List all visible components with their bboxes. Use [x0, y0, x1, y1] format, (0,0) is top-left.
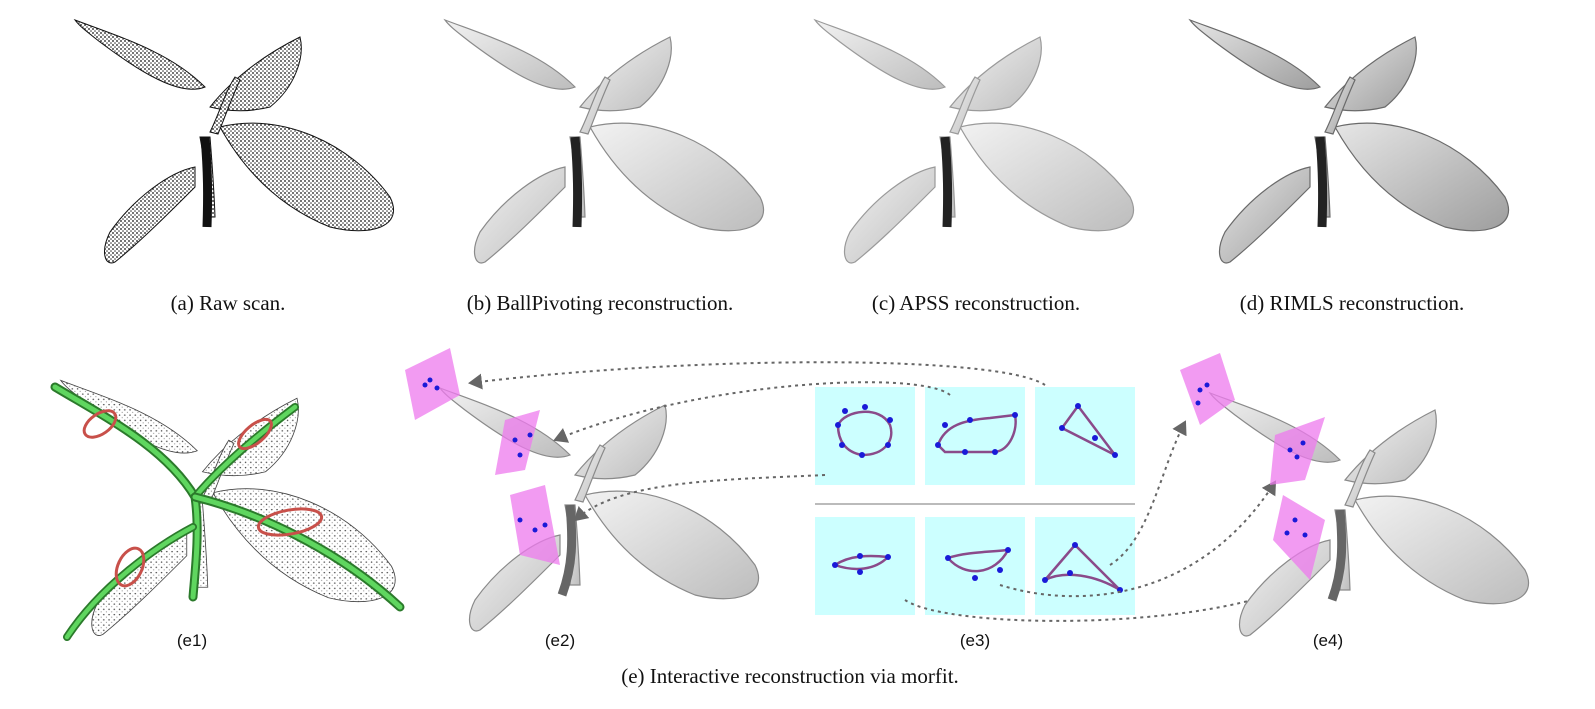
e4-cutting-planes — [1180, 353, 1325, 580]
e3-control-points — [832, 403, 1123, 593]
apss-mesh — [814, 19, 1135, 264]
panel-e3-profiles — [815, 387, 1135, 615]
profile-panel-top-1 — [815, 387, 915, 485]
rimls-mesh — [1189, 19, 1510, 264]
panel-e2-mesh — [405, 348, 760, 632]
caption-d: (d) RIMLS reconstruction. — [1239, 291, 1465, 315]
ballpivoting-mesh — [444, 19, 765, 264]
panel-a-raw-scan — [74, 19, 395, 264]
raw-scan-pointcloud — [74, 19, 395, 264]
sublabel-e4: (e4) — [1312, 631, 1344, 650]
sublabel-e3: (e3) — [959, 631, 991, 650]
panel-c-apss — [814, 19, 1135, 264]
e1-profile-curves — [82, 409, 324, 588]
e2-control-points — [422, 377, 548, 533]
e1-skeleton-curves — [50, 382, 405, 641]
panel-d-rimls — [1189, 19, 1510, 264]
profile-panel-bottom-3 — [1035, 517, 1135, 615]
e4-mesh — [1209, 392, 1530, 637]
profile-panel-top-3 — [1035, 387, 1135, 485]
sublabel-e2: (e2) — [544, 631, 576, 650]
e2-mesh — [439, 387, 760, 632]
caption-c: (c) APSS reconstruction. — [871, 291, 1081, 315]
panel-e4-mesh — [1180, 353, 1530, 637]
caption-a: (a) Raw scan. — [170, 291, 286, 315]
panel-e1-skeleton — [50, 379, 405, 641]
panel-b-ballpivoting — [444, 19, 765, 264]
e4-control-points — [1195, 382, 1308, 538]
e3-arrows — [468, 361, 1297, 622]
profile-panel-bottom-2 — [925, 517, 1025, 615]
profile-panel-bottom-1 — [815, 517, 915, 615]
e2-cutting-planes — [405, 348, 560, 565]
profile-panel-top-2 — [925, 387, 1025, 485]
sublabel-e1: (e1) — [176, 631, 208, 650]
caption-b: (b) BallPivoting reconstruction. — [466, 291, 734, 315]
caption-e: (e) Interactive reconstruction via morfi… — [621, 664, 959, 688]
